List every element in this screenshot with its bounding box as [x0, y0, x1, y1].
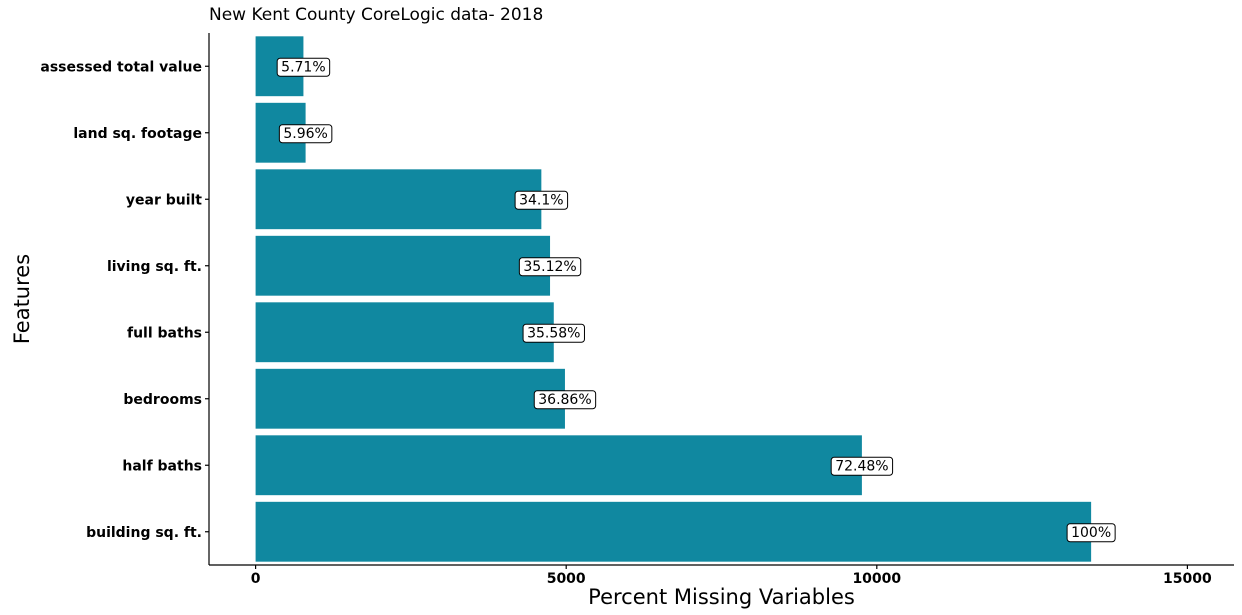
y-tick-label-5: bedrooms: [123, 392, 202, 408]
chart-title: New Kent County CoreLogic data- 2018: [209, 5, 543, 25]
bar-3: [255, 235, 551, 296]
y-tick-label-4: full baths: [127, 325, 202, 341]
bar-6: [255, 435, 862, 496]
x-tick-label-3: 15000: [1163, 571, 1212, 587]
data-label-text-7: 100%: [1071, 525, 1111, 541]
y-tick-label-1: land sq. footage: [73, 126, 202, 142]
y-tick-label-7: building sq. ft.: [86, 525, 202, 541]
data-label-box-1: [278, 124, 333, 144]
y-axis-ticks: assessed total value land sq. footage year…: [40, 59, 209, 541]
data-label-0: 5.71%: [276, 57, 331, 77]
data-label-5: 36.86%: [533, 390, 597, 410]
data-label-box-5: [533, 390, 597, 410]
data-label-text-1: 5.96%: [283, 126, 327, 142]
data-label-box-2: [514, 190, 569, 210]
x-axis-ticks: 0 5000 10000 15000: [251, 565, 1212, 587]
y-tick-label-2: year built: [126, 192, 202, 208]
data-label-box-6: [830, 456, 894, 476]
bar-4: [255, 302, 554, 363]
bar-2: [255, 169, 542, 230]
x-tick-label-2: 10000: [852, 571, 901, 587]
x-tick-label-0: 0: [251, 571, 261, 587]
x-tick-label-1: 5000: [547, 571, 586, 587]
data-label-box-0: [276, 57, 331, 77]
y-axis-title: Features: [10, 254, 34, 344]
data-labels-group: 5.71% 5.96% 34.1% 35.12% 35.58% 36.86% 72.48% 1…: [276, 57, 1116, 543]
data-label-text-4: 35.58%: [527, 325, 580, 341]
bars-group: [255, 36, 1092, 562]
data-label-6: 72.48%: [830, 456, 894, 476]
data-label-3: 35.12%: [518, 257, 582, 277]
y-tick-label-0: assessed total value: [40, 59, 202, 75]
data-label-text-6: 72.48%: [835, 458, 888, 474]
data-label-4: 35.58%: [522, 323, 585, 343]
bar-5: [255, 368, 565, 429]
data-label-7: 100%: [1066, 523, 1116, 543]
data-label-box-3: [518, 257, 582, 277]
y-tick-label-6: half baths: [122, 458, 202, 474]
data-label-box-4: [522, 323, 585, 343]
data-label-text-0: 5.71%: [281, 59, 325, 75]
data-label-1: 5.96%: [278, 124, 333, 144]
y-tick-label-3: living sq. ft.: [107, 259, 202, 275]
data-label-text-3: 35.12%: [523, 259, 576, 275]
x-axis-title: Percent Missing Variables: [588, 585, 855, 609]
data-label-box-7: [1066, 523, 1116, 543]
data-label-text-2: 34.1%: [519, 192, 563, 208]
data-label-text-5: 36.86%: [538, 392, 591, 408]
data-label-2: 34.1%: [514, 190, 569, 210]
bar-7: [255, 501, 1092, 562]
